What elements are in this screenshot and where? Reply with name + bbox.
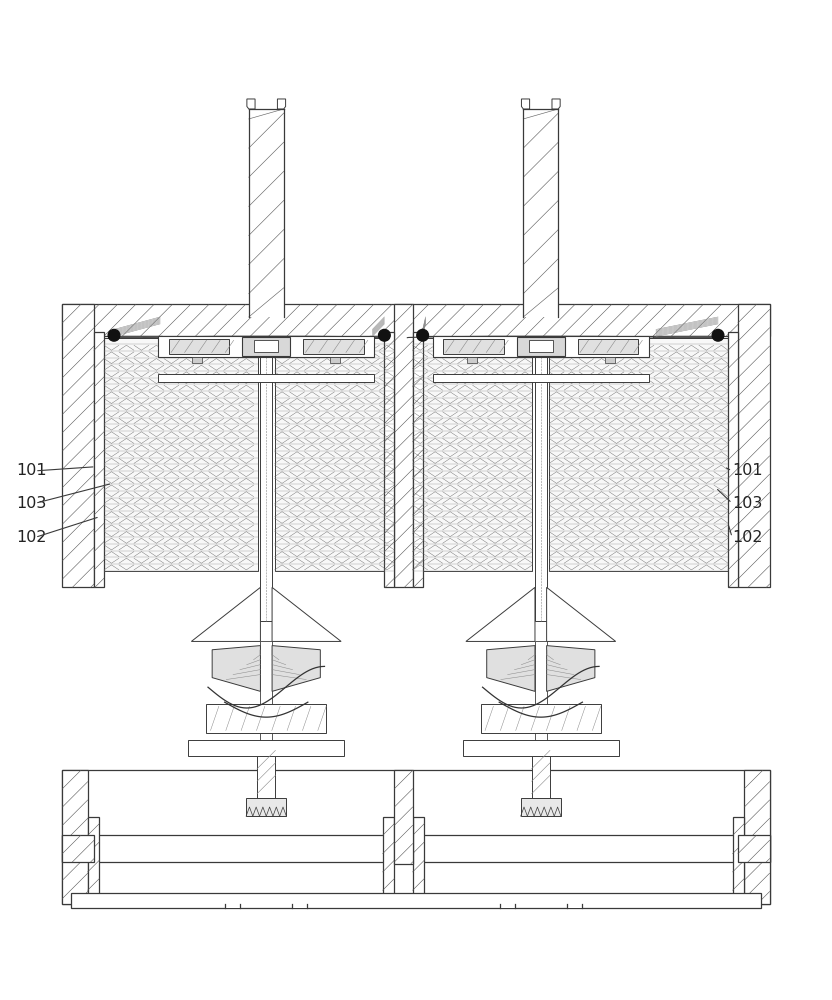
Bar bbox=[481, 704, 601, 733]
Polygon shape bbox=[653, 336, 720, 338]
Bar bbox=[443, 339, 504, 354]
Bar bbox=[158, 374, 374, 382]
Bar bbox=[532, 340, 549, 350]
Bar bbox=[413, 338, 532, 571]
Bar bbox=[330, 357, 340, 363]
Bar bbox=[517, 337, 565, 356]
Bar bbox=[104, 336, 394, 338]
Text: 102: 102 bbox=[732, 530, 763, 545]
Bar bbox=[260, 338, 272, 621]
Polygon shape bbox=[522, 99, 530, 109]
Bar bbox=[549, 338, 728, 571]
Bar bbox=[94, 332, 104, 587]
Bar bbox=[535, 641, 547, 766]
Bar bbox=[529, 340, 552, 352]
Bar bbox=[413, 817, 424, 904]
Polygon shape bbox=[552, 99, 560, 109]
Bar bbox=[738, 835, 770, 862]
Bar bbox=[62, 304, 770, 336]
Bar bbox=[532, 756, 550, 798]
Text: 103: 103 bbox=[17, 496, 47, 511]
Bar bbox=[384, 332, 394, 587]
Bar bbox=[567, 904, 582, 908]
Circle shape bbox=[379, 329, 390, 341]
Bar bbox=[206, 704, 326, 733]
Text: 103: 103 bbox=[732, 496, 763, 511]
Polygon shape bbox=[487, 646, 535, 691]
Bar bbox=[62, 770, 770, 904]
Bar bbox=[292, 904, 307, 908]
Bar bbox=[225, 904, 240, 908]
Polygon shape bbox=[547, 646, 595, 691]
Bar bbox=[158, 336, 374, 357]
Bar bbox=[303, 339, 364, 354]
Bar bbox=[413, 336, 728, 338]
Bar bbox=[87, 894, 745, 904]
Polygon shape bbox=[212, 646, 260, 691]
Bar bbox=[258, 340, 275, 350]
Bar bbox=[733, 817, 745, 904]
Polygon shape bbox=[112, 336, 162, 338]
Bar bbox=[394, 770, 413, 864]
Bar bbox=[463, 740, 619, 756]
Polygon shape bbox=[466, 587, 535, 641]
Bar bbox=[467, 357, 477, 363]
Polygon shape bbox=[547, 587, 616, 641]
Bar bbox=[413, 332, 423, 587]
Bar bbox=[535, 338, 547, 621]
Bar bbox=[71, 893, 761, 908]
Bar bbox=[87, 817, 99, 904]
Text: 101: 101 bbox=[17, 463, 47, 478]
Polygon shape bbox=[272, 646, 320, 691]
Bar bbox=[738, 304, 770, 587]
Bar bbox=[62, 304, 94, 587]
Bar bbox=[104, 338, 258, 571]
Bar bbox=[275, 338, 394, 571]
Bar bbox=[62, 835, 770, 862]
Bar bbox=[523, 109, 558, 317]
Bar bbox=[433, 336, 649, 357]
Polygon shape bbox=[421, 336, 428, 338]
Bar bbox=[394, 304, 413, 587]
Bar bbox=[728, 332, 738, 587]
Text: 102: 102 bbox=[17, 530, 47, 545]
Polygon shape bbox=[191, 587, 260, 641]
Bar bbox=[62, 770, 87, 904]
Circle shape bbox=[712, 329, 724, 341]
Bar bbox=[260, 641, 272, 766]
Circle shape bbox=[108, 329, 120, 341]
Polygon shape bbox=[247, 99, 255, 109]
Bar bbox=[257, 756, 275, 798]
Bar bbox=[62, 835, 94, 862]
Circle shape bbox=[417, 329, 428, 341]
Bar bbox=[383, 817, 394, 904]
Bar bbox=[745, 770, 770, 904]
Bar bbox=[521, 798, 561, 816]
Bar bbox=[188, 740, 344, 756]
Text: 101: 101 bbox=[732, 463, 763, 478]
Bar bbox=[246, 798, 286, 816]
Bar bbox=[169, 339, 230, 354]
Bar bbox=[255, 340, 278, 352]
Polygon shape bbox=[277, 99, 285, 109]
Bar bbox=[249, 109, 284, 317]
Bar bbox=[192, 357, 202, 363]
Polygon shape bbox=[272, 587, 341, 641]
Bar bbox=[577, 339, 638, 354]
Polygon shape bbox=[370, 336, 386, 338]
Bar bbox=[605, 357, 615, 363]
Bar bbox=[500, 904, 515, 908]
Bar bbox=[242, 337, 290, 356]
Bar bbox=[433, 374, 649, 382]
